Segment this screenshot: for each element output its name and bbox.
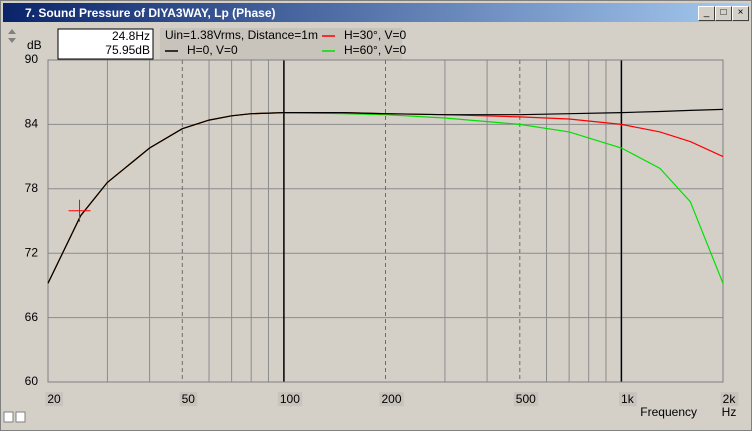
y-tick-label: 84 [25, 117, 39, 131]
small-icon[interactable] [3, 411, 14, 423]
y-tick-label: 66 [25, 310, 39, 324]
x-tick-label: 50 [182, 392, 196, 406]
x-tick-label-bg [720, 392, 739, 407]
x-tick-label-bg [277, 392, 303, 407]
legend-label: H=30°, V=0 [344, 28, 407, 42]
x-tick-label-bg [179, 392, 198, 407]
x-tick-label: 1k [621, 392, 635, 406]
y-tick-label: 78 [25, 181, 39, 195]
x-tick-label-bg [379, 392, 404, 407]
minimize-button[interactable]: _ [698, 6, 715, 21]
maximize-button[interactable]: □ [715, 6, 732, 21]
legend-label: H=60°, V=0 [344, 43, 407, 57]
legend-box [160, 28, 402, 60]
x-tick-label-bg [619, 392, 637, 407]
annotation: Uin=1.38Vrms, Distance=1m [165, 28, 318, 42]
x-tick-label: 200 [381, 392, 401, 406]
cursor-y-readout: 75.95dB [105, 43, 150, 57]
series-line [47, 108, 724, 284]
y-tick-label: 60 [25, 374, 39, 388]
x-tick-label: 2k [723, 392, 737, 406]
y-axis-label: dB [27, 38, 42, 52]
small-icon[interactable] [15, 411, 26, 423]
close-button[interactable]: × [732, 6, 749, 21]
x-tick-label: 100 [280, 392, 300, 406]
cursor-x-readout: 24.8Hz [112, 29, 150, 43]
x-tick-label: 20 [47, 392, 61, 406]
title-bar: 7. Sound Pressure of DIYA3WAY, Lp (Phase… [3, 3, 749, 22]
legend-label: H=0, V=0 [187, 43, 238, 57]
y-tick-label: 90 [25, 52, 39, 66]
window-title: 7. Sound Pressure of DIYA3WAY, Lp (Phase… [25, 6, 276, 20]
y-tick-label: 72 [25, 245, 39, 259]
cursor-readout-box [57, 28, 154, 60]
x-tick-label: 500 [516, 392, 536, 406]
cursor-cross [68, 199, 91, 222]
scroll-arrows[interactable] [8, 29, 16, 43]
x-tick-label-bg [45, 392, 63, 407]
plot-frame [47, 59, 724, 383]
x-unit-label: Hz [722, 405, 737, 419]
x-tick-label-bg [513, 392, 539, 407]
x-axis-label: Frequency [640, 405, 697, 419]
